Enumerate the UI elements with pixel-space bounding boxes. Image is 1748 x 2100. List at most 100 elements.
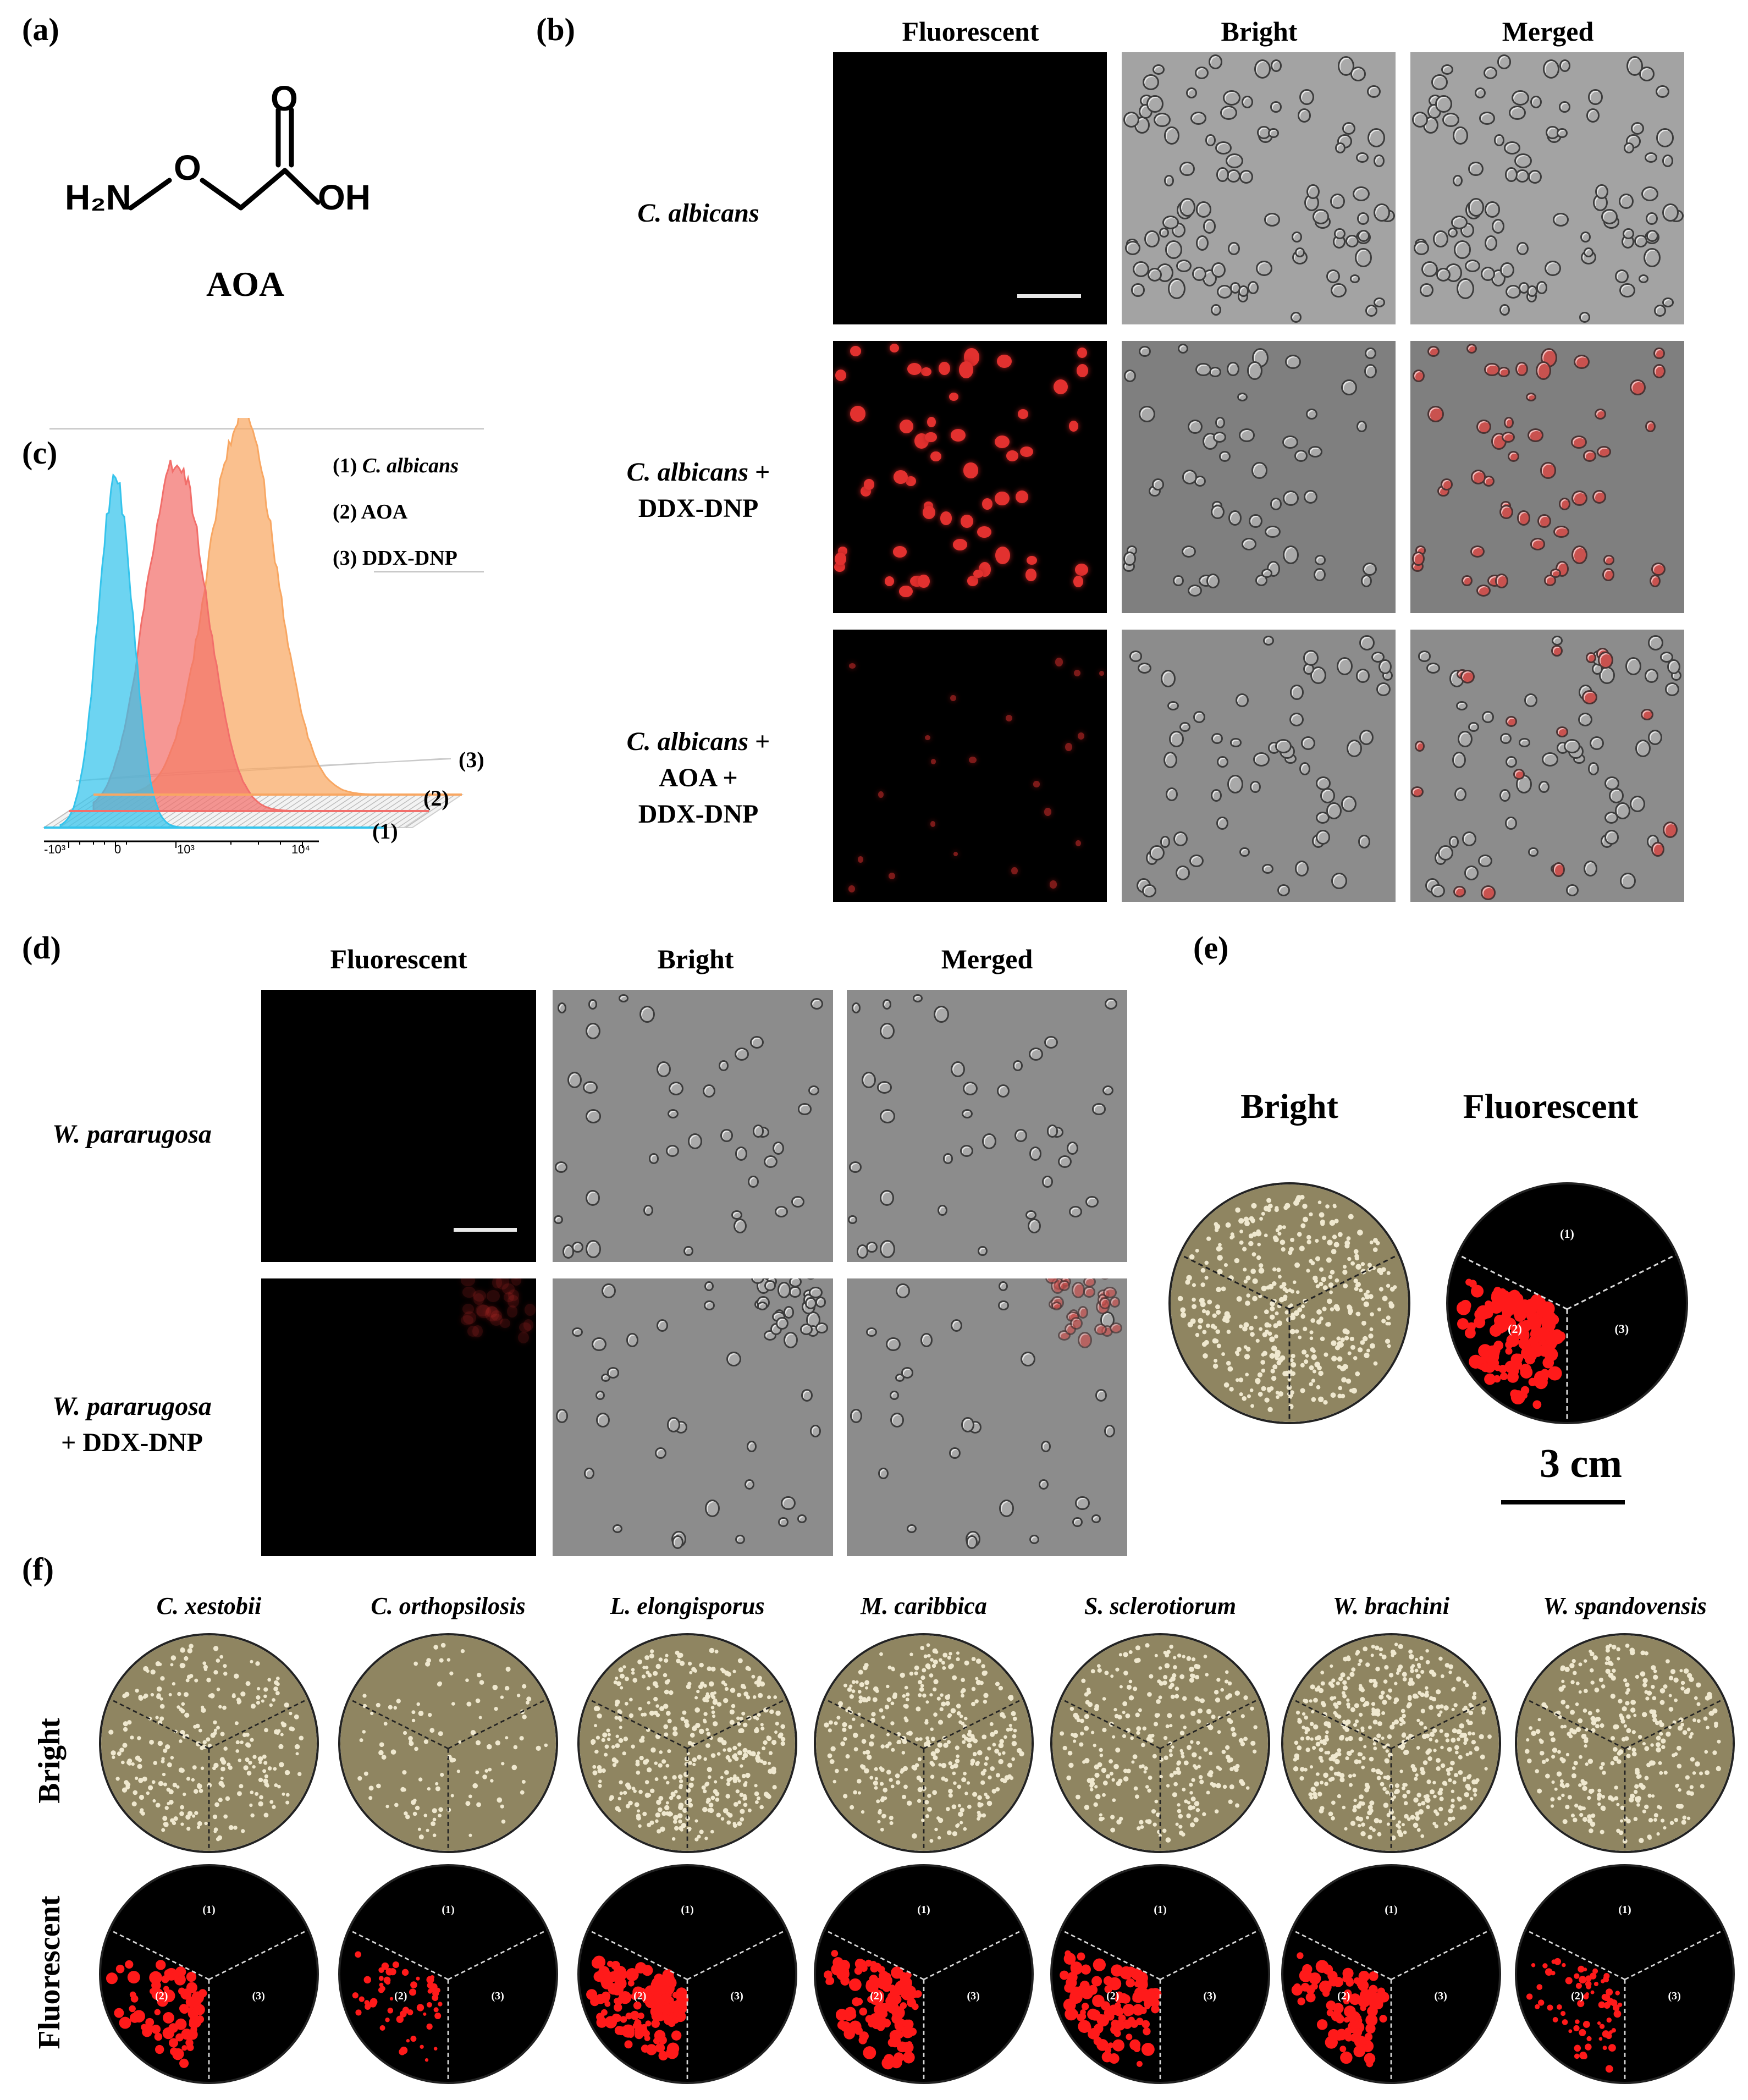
colony — [191, 1778, 195, 1782]
d-col-bright: Bright — [657, 944, 734, 974]
colony — [664, 1805, 670, 1811]
colony — [745, 1666, 750, 1671]
cell — [848, 1161, 862, 1173]
cell — [1357, 212, 1370, 225]
colony — [942, 1666, 946, 1670]
colony — [1325, 1204, 1330, 1209]
colony — [1383, 1679, 1388, 1684]
colony — [1316, 1319, 1322, 1325]
colony — [930, 1737, 935, 1741]
colony — [233, 1826, 238, 1830]
sector-divider — [1160, 1694, 1268, 1750]
colony — [1259, 1216, 1264, 1221]
colony — [1126, 1768, 1131, 1773]
colony — [1644, 1746, 1650, 1751]
colony — [1675, 1783, 1679, 1787]
colony — [735, 1789, 740, 1794]
colony — [1582, 1806, 1586, 1811]
colony — [692, 1726, 697, 1732]
colony — [122, 1743, 128, 1748]
colony — [879, 1652, 883, 1656]
colony — [1113, 1763, 1119, 1770]
colony — [1583, 1738, 1589, 1744]
cell — [1373, 297, 1386, 307]
red-colony — [1080, 1987, 1094, 1999]
colony — [1458, 1755, 1463, 1760]
colony — [127, 1720, 132, 1725]
cell — [1365, 347, 1376, 360]
cell — [1006, 715, 1013, 721]
colony — [857, 1778, 862, 1784]
red-colony — [854, 1958, 865, 1969]
colony — [918, 1680, 923, 1685]
cell — [1295, 247, 1305, 258]
colony — [952, 1675, 957, 1680]
cell — [1662, 203, 1679, 222]
colony — [729, 1709, 735, 1715]
colony — [1709, 1710, 1714, 1716]
red-colony — [1520, 1366, 1533, 1379]
cell — [1509, 105, 1526, 120]
colony — [1337, 1700, 1342, 1706]
cell — [1228, 510, 1242, 526]
colony — [1079, 1742, 1084, 1747]
colony — [1000, 1778, 1005, 1782]
red-colony — [125, 1960, 134, 1969]
colony — [1094, 1772, 1100, 1778]
colony — [1473, 1793, 1477, 1797]
colony — [707, 1775, 712, 1779]
colony — [153, 1761, 157, 1765]
colony — [961, 1694, 964, 1698]
colony — [167, 1762, 172, 1767]
colony — [963, 1772, 967, 1776]
cell — [1176, 866, 1190, 880]
colony — [1169, 1773, 1174, 1778]
cell — [999, 1499, 1014, 1518]
colony — [1360, 1831, 1366, 1837]
colony — [1287, 1377, 1292, 1381]
colony — [877, 1820, 881, 1824]
colony — [137, 1736, 141, 1740]
colony — [1343, 1656, 1348, 1662]
colony — [1670, 1669, 1676, 1674]
colony — [1350, 1261, 1355, 1266]
cell — [1179, 722, 1190, 732]
colony — [979, 1680, 984, 1685]
colony — [1422, 1760, 1428, 1765]
colony — [688, 1782, 694, 1788]
cell — [930, 821, 936, 828]
colony — [1366, 1348, 1370, 1353]
colony — [137, 1763, 142, 1770]
red-colony — [1339, 2030, 1348, 2040]
colony — [1215, 1329, 1220, 1334]
red-colony — [1342, 1967, 1354, 1979]
sector-label-1: (1) — [442, 1904, 455, 1916]
colony — [1011, 1757, 1015, 1761]
cell — [1646, 212, 1658, 225]
colony — [1624, 1682, 1630, 1688]
colony — [475, 1770, 479, 1774]
colony — [624, 1701, 628, 1706]
hatch-line — [382, 811, 408, 828]
cell — [1070, 1316, 1083, 1330]
colony — [1146, 1737, 1151, 1741]
colony — [1526, 1758, 1532, 1763]
cell — [1331, 283, 1347, 297]
colony — [1334, 1219, 1339, 1223]
colony — [703, 1719, 707, 1724]
cell — [865, 1327, 878, 1337]
red-colony — [1126, 1966, 1136, 1977]
colony — [1363, 1745, 1367, 1749]
colony — [1313, 1697, 1318, 1703]
colony — [971, 1657, 976, 1662]
cell — [672, 1535, 684, 1550]
colony — [684, 1722, 690, 1728]
colony — [615, 1743, 620, 1748]
colony — [1631, 1751, 1637, 1757]
colony — [1463, 1741, 1467, 1745]
red-colony — [1539, 1344, 1552, 1357]
colony — [692, 1757, 697, 1762]
cell — [585, 1240, 601, 1259]
colony — [273, 1686, 278, 1691]
colony — [746, 1695, 751, 1700]
